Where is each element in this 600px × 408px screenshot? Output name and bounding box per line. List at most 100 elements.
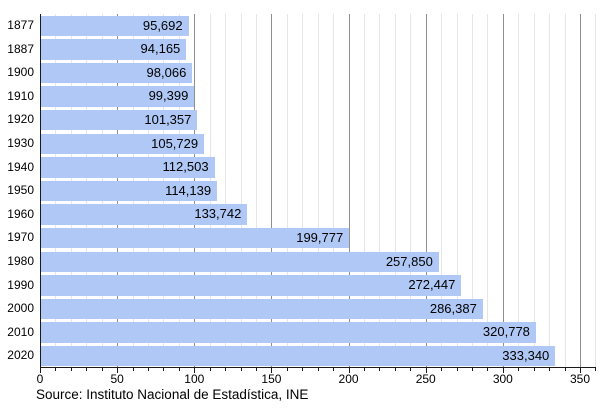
gridline-major <box>580 14 581 367</box>
gridline-minor <box>564 14 566 367</box>
x-axis-tick-label-100: 100 <box>184 372 205 386</box>
x-axis-tick <box>271 368 273 373</box>
x-axis-tick <box>379 368 381 371</box>
bar-value-label: 105,729 <box>151 135 199 151</box>
bar-2000: 286,387 <box>41 298 483 320</box>
y-axis-label-1940: 1940 <box>7 159 34 174</box>
gridline-minor <box>225 14 227 367</box>
gridline-minor <box>595 14 597 367</box>
y-axis-label-1970: 1970 <box>7 230 34 245</box>
bar-1900: 98,066 <box>41 62 193 84</box>
x-axis-tick-label-250: 250 <box>415 372 436 386</box>
bar-value-label: 112,503 <box>162 159 209 175</box>
x-axis-tick <box>394 368 396 371</box>
x-axis-tick <box>333 368 335 371</box>
source-text: Source: Instituto Nacional de Estadístic… <box>36 387 309 402</box>
gridline-minor <box>286 14 288 367</box>
x-axis-tick <box>225 368 227 371</box>
x-axis-tick <box>472 368 473 371</box>
bar-1990: 272,447 <box>41 275 462 296</box>
y-axis-label-1900: 1900 <box>7 65 34 80</box>
x-axis-tick <box>101 368 103 371</box>
bar-value-label: 333,340 <box>502 347 550 363</box>
x-axis-tick <box>595 368 597 371</box>
x-axis-tick <box>549 368 551 371</box>
gridline-minor <box>256 14 257 367</box>
bar-value-label: 286,387 <box>429 300 477 316</box>
x-axis-tick <box>178 368 180 371</box>
bar-2020: 333,340 <box>41 345 556 367</box>
y-axis-label-1960: 1960 <box>7 206 34 221</box>
bar-value-label: 199,777 <box>296 229 344 245</box>
x-axis-tick <box>86 368 88 371</box>
x-axis-tick-label-50: 50 <box>110 372 124 386</box>
y-axis-label-1920: 1920 <box>7 112 34 127</box>
y-axis-label-1887: 1887 <box>7 41 34 56</box>
x-axis-tick <box>502 368 504 373</box>
x-axis-tick <box>348 368 350 373</box>
bar-1940: 112,503 <box>41 157 215 178</box>
bar-value-label: 98,066 <box>146 64 187 80</box>
x-axis-tick <box>317 368 319 371</box>
gridline-minor <box>472 14 473 367</box>
x-axis-tick-label-200: 200 <box>338 372 359 386</box>
gridline-minor <box>379 14 381 367</box>
bar-value-label: 95,692 <box>142 17 183 33</box>
x-axis-tick <box>194 368 196 373</box>
gridline-minor <box>410 14 412 367</box>
x-axis-tick <box>580 368 581 373</box>
gridline-minor <box>394 14 396 367</box>
x-axis-tick <box>425 368 427 373</box>
x-axis-tick <box>564 368 566 371</box>
x-axis-tick <box>456 368 458 371</box>
gridline-minor <box>317 14 319 367</box>
x-axis-tick <box>40 368 41 373</box>
y-axis-label-1980: 1980 <box>7 254 34 268</box>
x-axis-tick <box>533 368 535 371</box>
bar-value-label: 101,357 <box>144 111 192 127</box>
x-axis-tick <box>441 368 443 371</box>
x-axis-tick <box>240 368 242 371</box>
gridline-minor <box>364 14 365 367</box>
gridline-major <box>502 14 504 367</box>
x-axis-tick <box>117 368 119 373</box>
x-axis-tick-label-150: 150 <box>261 372 282 386</box>
bar-value-label: 272,447 <box>408 277 456 293</box>
bar-1877: 95,692 <box>41 15 189 37</box>
bar-1980: 257,850 <box>41 251 439 273</box>
bar-2010: 320,778 <box>41 322 536 343</box>
x-axis-tick <box>55 368 57 371</box>
bar-1970: 199,777 <box>41 227 350 249</box>
gridline-major <box>271 14 273 367</box>
bar-1920: 101,357 <box>41 109 198 131</box>
gridline-major <box>425 14 427 367</box>
x-axis-tick <box>163 368 165 371</box>
x-axis-tick <box>132 368 134 371</box>
gridline-minor <box>333 14 335 367</box>
gridline-minor <box>549 14 551 367</box>
y-axis-label-2000: 2000 <box>7 301 34 316</box>
y-axis-label-1877: 1877 <box>7 18 34 32</box>
y-axis-label-1950: 1950 <box>7 183 34 198</box>
bar-value-label: 99,399 <box>148 88 189 104</box>
y-axis-label-2020: 2020 <box>7 348 34 363</box>
bar-1930: 105,729 <box>41 133 205 155</box>
bar-value-label: 114,139 <box>165 182 212 198</box>
y-axis-label-2010: 2010 <box>7 324 34 339</box>
bar-1950: 114,139 <box>41 180 218 202</box>
y-axis-label-1910: 1910 <box>7 88 34 103</box>
gridline-minor <box>518 14 520 367</box>
x-axis-tick <box>256 368 257 371</box>
y-axis-label-1990: 1990 <box>7 277 34 292</box>
x-axis-tick <box>302 368 304 371</box>
x-axis-tick <box>70 368 72 371</box>
gridline-minor <box>456 14 458 367</box>
gridline-minor <box>302 14 304 367</box>
y-axis-label-1930: 1930 <box>7 136 34 150</box>
x-axis-tick <box>487 368 489 371</box>
bar-1960: 133,742 <box>41 204 248 225</box>
x-axis-tick <box>209 368 211 371</box>
gridline-minor <box>533 14 535 367</box>
bar-1887: 94,165 <box>41 39 187 60</box>
